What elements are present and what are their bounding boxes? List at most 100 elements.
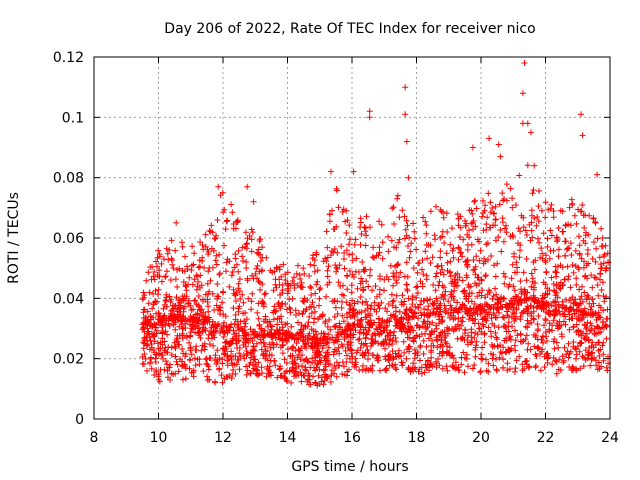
data-point xyxy=(325,263,332,270)
data-point xyxy=(200,298,206,304)
data-point xyxy=(518,212,525,219)
data-point xyxy=(603,335,610,342)
data-point xyxy=(222,313,229,320)
data-point xyxy=(437,329,444,336)
data-point xyxy=(274,321,281,328)
data-point xyxy=(221,319,227,326)
data-point xyxy=(469,365,476,372)
data-point xyxy=(494,367,500,374)
data-point xyxy=(243,259,250,265)
data-point xyxy=(534,327,541,334)
data-point xyxy=(289,364,296,371)
data-point xyxy=(454,282,461,289)
data-point xyxy=(556,323,563,330)
data-point xyxy=(223,259,230,266)
data-point xyxy=(140,345,147,352)
data-point xyxy=(351,363,358,370)
data-point xyxy=(314,340,321,347)
data-point xyxy=(410,265,417,272)
data-point xyxy=(588,272,595,279)
data-point xyxy=(385,301,392,307)
data-point xyxy=(263,254,270,261)
data-point xyxy=(144,337,151,344)
data-point xyxy=(341,250,348,256)
data-point xyxy=(505,283,512,290)
data-point xyxy=(366,114,373,121)
data-point xyxy=(596,365,603,372)
data-point xyxy=(328,168,334,175)
data-point xyxy=(236,366,243,373)
data-point xyxy=(343,247,350,254)
data-point xyxy=(472,280,478,287)
data-point xyxy=(448,353,455,359)
data-point xyxy=(402,226,409,233)
data-point xyxy=(366,272,373,279)
data-point xyxy=(590,300,597,307)
data-point xyxy=(232,370,239,377)
data-point xyxy=(223,338,230,345)
data-point xyxy=(160,305,167,312)
data-point xyxy=(503,229,510,236)
data-point xyxy=(356,335,363,342)
data-point xyxy=(145,318,152,325)
data-point xyxy=(355,336,362,343)
data-point xyxy=(500,238,507,245)
data-point xyxy=(297,276,304,282)
data-point xyxy=(293,340,300,346)
data-point xyxy=(594,235,601,242)
data-point xyxy=(145,300,152,307)
data-point xyxy=(468,241,475,248)
data-point xyxy=(421,311,428,318)
data-point xyxy=(580,212,587,219)
data-point xyxy=(321,334,328,341)
data-point xyxy=(451,287,458,294)
data-point xyxy=(464,262,471,268)
data-point xyxy=(381,287,387,294)
data-point xyxy=(344,286,351,293)
data-point xyxy=(278,372,285,379)
data-point xyxy=(585,337,592,344)
data-point xyxy=(389,298,396,305)
data-point xyxy=(168,237,175,244)
data-point xyxy=(241,323,248,330)
data-point xyxy=(212,257,219,264)
data-point xyxy=(529,234,536,241)
data-point xyxy=(194,283,201,290)
data-point xyxy=(517,228,524,235)
data-point xyxy=(566,326,573,333)
data-point xyxy=(253,340,260,347)
data-point xyxy=(469,210,476,217)
data-point xyxy=(525,363,532,370)
data-point xyxy=(461,289,468,296)
data-point xyxy=(316,286,323,293)
data-point xyxy=(388,362,395,369)
data-point xyxy=(541,294,548,301)
data-point xyxy=(168,255,175,262)
data-point xyxy=(584,246,591,253)
data-point xyxy=(382,305,389,312)
data-point xyxy=(515,294,522,300)
data-point xyxy=(416,260,423,266)
data-point xyxy=(415,304,421,311)
data-point xyxy=(359,299,366,306)
y-tick-label: 0.08 xyxy=(53,171,84,187)
data-point xyxy=(480,260,487,267)
data-point xyxy=(239,291,246,298)
data-point xyxy=(205,303,212,310)
data-point xyxy=(295,262,301,269)
data-point xyxy=(357,241,364,248)
data-point xyxy=(434,337,441,344)
data-point xyxy=(229,269,236,275)
data-point xyxy=(401,298,408,305)
data-point xyxy=(500,314,506,320)
data-point xyxy=(163,291,170,298)
data-point xyxy=(228,356,235,363)
data-point xyxy=(396,324,403,331)
data-point xyxy=(446,269,453,276)
data-point xyxy=(491,262,497,269)
data-point xyxy=(162,344,169,351)
data-point xyxy=(358,316,365,323)
data-point xyxy=(403,259,410,266)
data-point xyxy=(473,205,480,212)
data-point xyxy=(581,335,588,342)
